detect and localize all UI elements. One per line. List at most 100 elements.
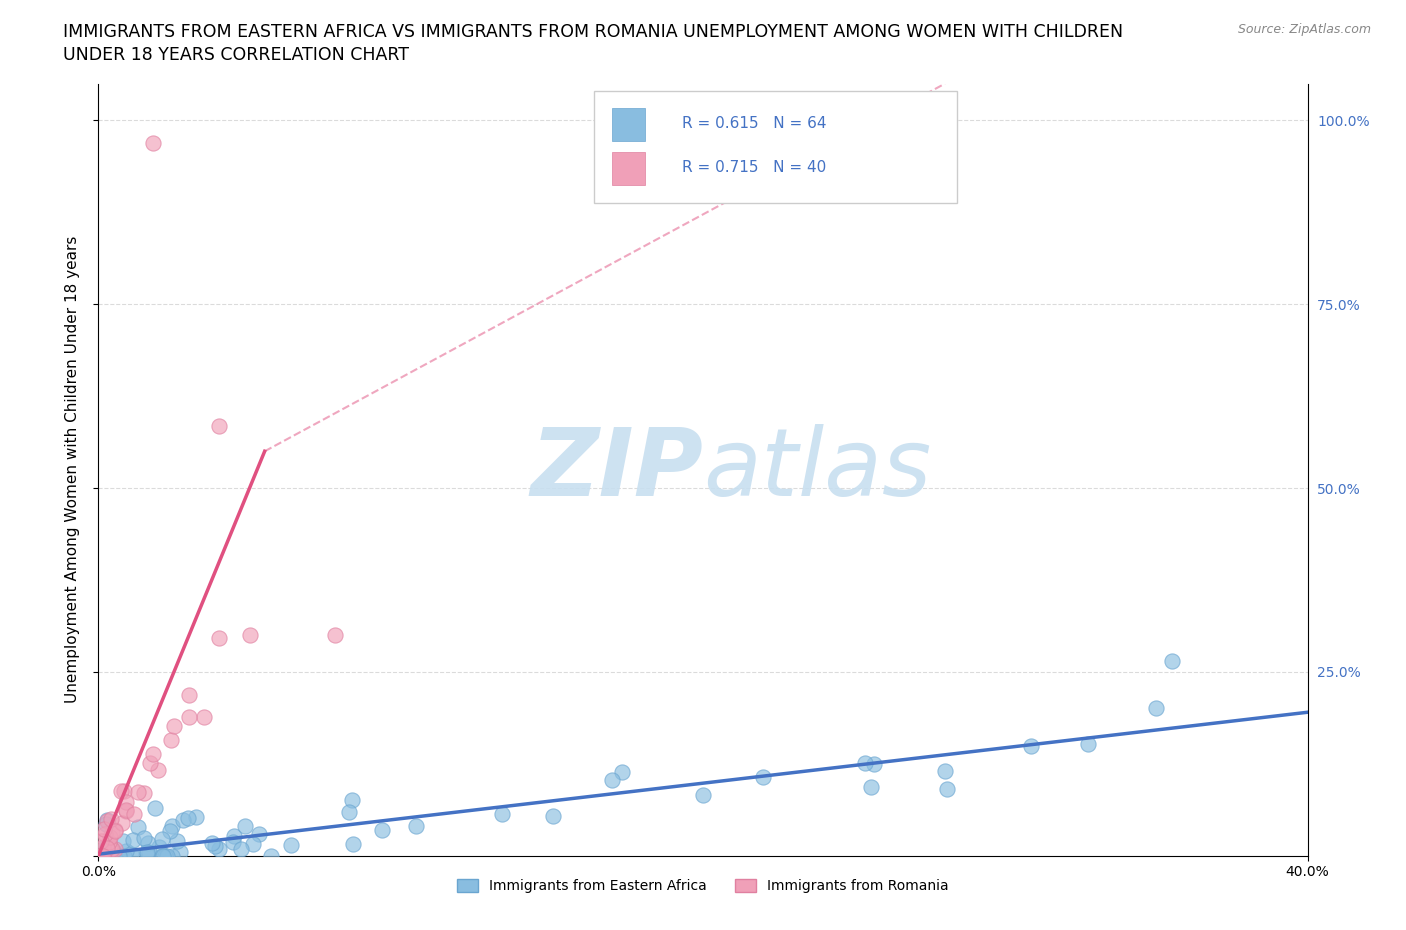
Point [692,788,714,803]
Point [115,803,138,817]
Text: R = 0.715   N = 40: R = 0.715 N = 40 [682,160,827,175]
Point [135,846,157,861]
Point [752,770,775,785]
Point [100,812,122,827]
Point [160,733,183,748]
Point [156,848,179,863]
Point [134,830,156,845]
Point [163,718,186,733]
Point [280,838,302,853]
FancyBboxPatch shape [613,153,645,185]
Point [146,763,169,777]
Point [127,820,149,835]
Point [860,779,883,794]
Point [121,846,143,861]
Point [208,631,231,645]
Point [91,840,114,855]
Point [104,823,127,838]
Point [863,756,886,771]
Point [104,823,127,838]
Point [104,842,127,857]
Point [342,837,364,852]
Point [150,831,173,846]
Point [610,764,633,779]
Text: UNDER 18 YEARS CORRELATION CHART: UNDER 18 YEARS CORRELATION CHART [63,46,409,64]
Point [260,848,283,863]
Point [111,833,134,848]
Point [184,810,207,825]
Point [148,840,170,855]
Point [204,839,226,854]
Point [124,848,146,863]
Point [98,840,121,855]
Point [239,628,262,643]
Point [100,842,122,857]
Point [160,848,183,863]
Point [150,848,173,863]
Point [142,135,165,150]
Point [112,784,135,799]
Point [136,835,159,850]
Point [96,812,118,827]
Point [325,628,347,643]
Point [115,844,138,858]
Point [242,837,264,852]
Point [94,817,117,831]
Point [96,841,118,856]
Point [179,710,201,724]
Point [172,813,194,828]
Point [90,848,112,863]
Point [247,826,270,841]
Point [96,814,118,829]
Point [160,818,183,833]
Point [166,833,188,848]
Point [233,818,256,833]
Point [90,848,112,863]
Point [138,844,160,859]
Point [110,783,132,798]
Point [121,832,143,847]
Point [208,418,231,433]
Point [1019,738,1042,753]
Point [90,833,112,848]
Point [224,829,246,844]
Point [370,823,392,838]
Y-axis label: Unemployment Among Women with Children Under 18 years: Unemployment Among Women with Children U… [65,236,80,703]
Point [159,824,181,839]
Point [1077,737,1099,751]
Point [91,848,114,863]
Point [139,756,162,771]
Point [103,848,125,863]
Point [143,801,166,816]
Text: Source: ZipAtlas.com: Source: ZipAtlas.com [1237,23,1371,36]
Point [208,842,231,857]
Point [152,848,174,863]
Point [340,792,363,807]
Point [94,827,117,842]
Point [177,810,200,825]
Point [405,818,427,833]
Point [111,816,134,830]
Point [169,844,191,859]
Point [153,848,176,863]
Point [97,834,120,849]
FancyBboxPatch shape [613,109,645,140]
Point [136,844,159,859]
Point [96,838,118,853]
Point [222,834,245,849]
Text: atlas: atlas [703,424,931,515]
Point [98,830,121,844]
Point [177,688,200,703]
Legend: Immigrants from Eastern Africa, Immigrants from Romania: Immigrants from Eastern Africa, Immigran… [451,873,955,898]
Point [201,836,224,851]
Point [855,755,877,770]
Point [491,806,513,821]
Point [127,785,149,800]
Point [122,806,145,821]
Point [936,782,959,797]
Point [112,848,135,863]
Point [934,764,956,778]
Text: R = 0.615   N = 64: R = 0.615 N = 64 [682,115,827,130]
Point [602,773,624,788]
Text: ZIP: ZIP [530,424,703,515]
